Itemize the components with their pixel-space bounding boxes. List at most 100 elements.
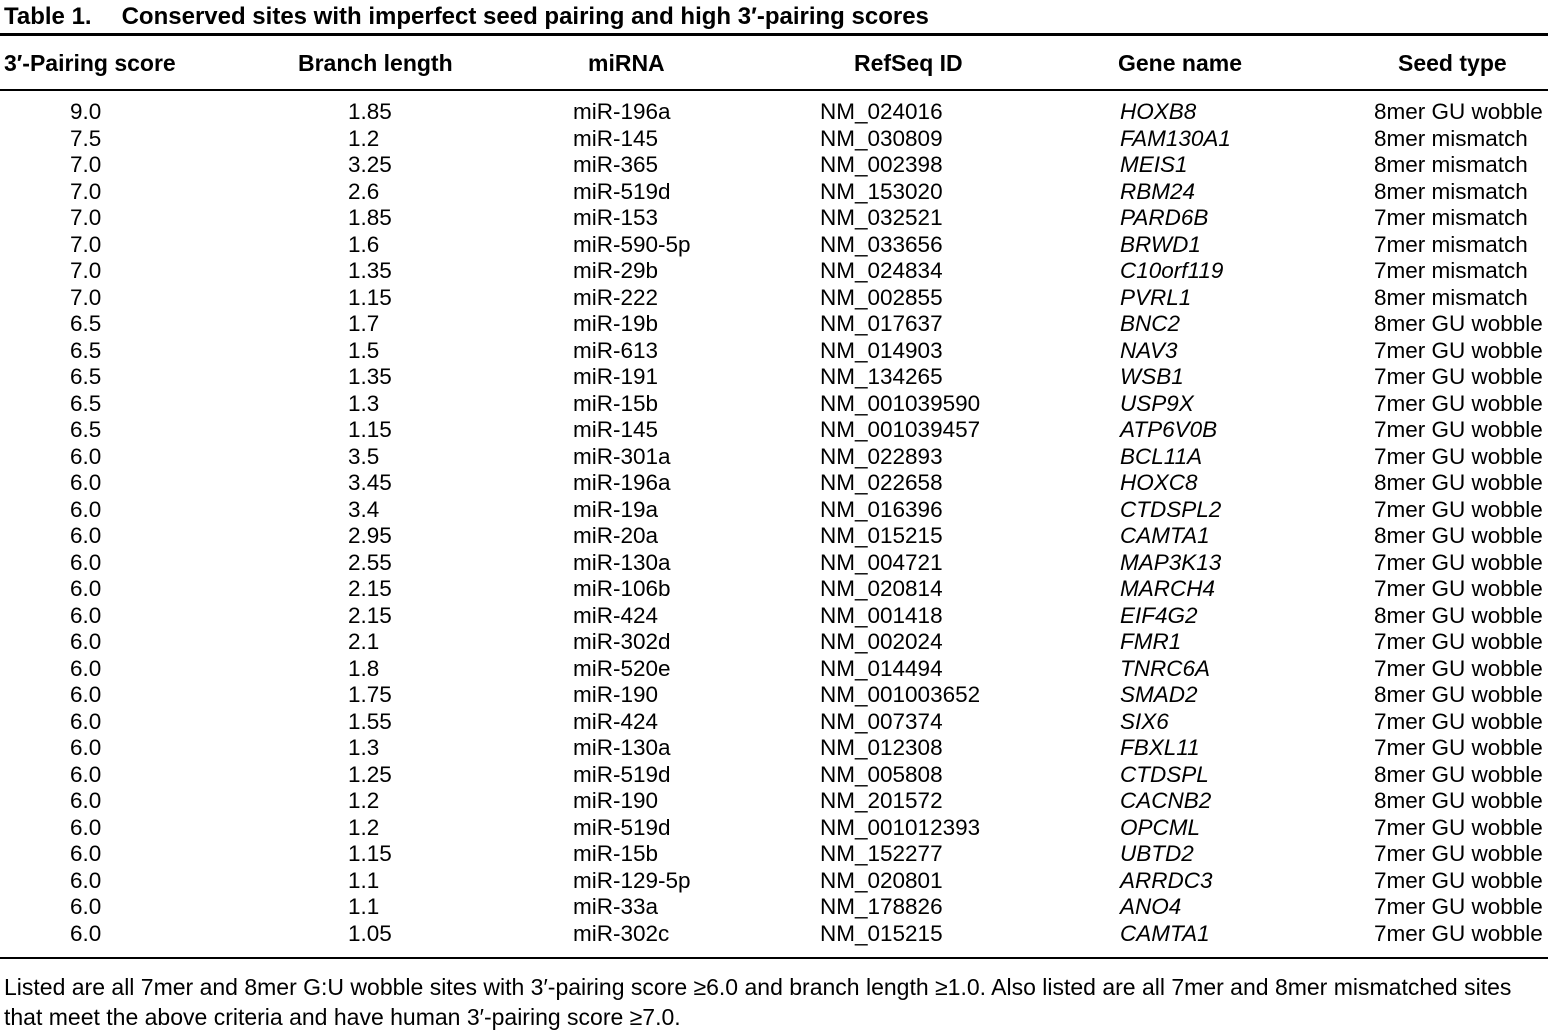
table-cell: NM_002398 — [820, 152, 943, 177]
header-row: 3′-Pairing score Branch length miRNA RefSeq… — [0, 34, 1548, 91]
table-cell: CTDSPL — [1120, 761, 1209, 787]
table-row: 6.0 1.25 miR-519d NM_005808 CTDSPL 8mer GU wo… — [0, 762, 1548, 789]
table-cell: 7mer GU wobble — [1374, 735, 1543, 760]
table-cell: 3.45 — [348, 470, 392, 495]
table-cell: 1.15 — [348, 417, 392, 442]
table-cell: miR-145 — [573, 125, 659, 151]
table-cell: 7mer GU wobble — [1374, 576, 1543, 601]
table-cell: 1.55 — [348, 708, 392, 734]
table-cell: 7mer GU wobble — [1374, 390, 1543, 416]
table-cell: miR-222 — [573, 284, 659, 310]
table-cell: miR-15b — [573, 841, 659, 866]
table-cell: 1.85 — [348, 99, 392, 124]
table-cell: 3.5 — [348, 443, 380, 469]
table-cell: 6.0 — [70, 894, 102, 919]
column-header: Gene name — [1080, 34, 1350, 91]
table-cell: miR-145 — [573, 417, 659, 442]
table-cell: miR-153 — [573, 205, 659, 230]
table-cell: miR-129-5p — [573, 867, 691, 893]
table-cell: 8mer GU wobble — [1374, 682, 1543, 707]
table-cell: 1.2 — [348, 814, 380, 840]
table-cell: 1.15 — [348, 284, 392, 310]
column-header: 3′-Pairing score — [0, 34, 290, 91]
table-cell: 7mer mismatch — [1374, 258, 1528, 283]
table-cell: ANO4 — [1120, 894, 1182, 919]
table-cell: miR-130a — [573, 735, 671, 760]
table-cell: FAM130A1 — [1120, 125, 1231, 151]
table-cell: NM_024016 — [820, 99, 943, 124]
table-cell: 6.0 — [70, 814, 102, 840]
table-cell: NM_022658 — [820, 470, 943, 495]
table-cell: 2.95 — [348, 523, 392, 548]
table-cell: 6.0 — [70, 867, 102, 893]
table-row: 6.0 1.8 miR-520e NM_014494 TNRC6A 7mer GU wob… — [0, 656, 1548, 683]
table-cell: NM_001039457 — [820, 417, 981, 442]
table-row: 6.0 2.15 miR-424 NM_001418 EIF4G2 8mer GU wob… — [0, 603, 1548, 630]
table-cell: 6.0 — [70, 788, 102, 813]
table-cell: 7mer GU wobble — [1374, 417, 1543, 442]
table-cell: 7.0 — [70, 205, 102, 230]
table-cell: WSB1 — [1120, 364, 1184, 389]
table-row: 7.5 1.2 miR-145 NM_030809 FAM130A1 8mer misma… — [0, 126, 1548, 153]
table-cell: miR-613 — [573, 337, 659, 363]
table-cell: NM_004721 — [820, 549, 943, 575]
table-row: 6.0 1.05 miR-302c NM_015215 CAMTA1 7mer GU wo… — [0, 921, 1548, 959]
table-cell: 8mer GU wobble — [1374, 602, 1543, 628]
table-cell: NM_030809 — [820, 125, 943, 151]
table-cell: 1.15 — [348, 841, 392, 866]
table-cell: BNC2 — [1120, 311, 1181, 336]
table-cell: 6.0 — [70, 576, 102, 601]
table-cell: miR-520e — [573, 655, 671, 681]
table-cell: 8mer GU wobble — [1374, 99, 1543, 124]
table-cell: 1.35 — [348, 364, 392, 389]
table-row: 6.5 1.15 miR-145 NM_001039457 ATP6V0B 7mer GU… — [0, 417, 1548, 444]
table-row: 6.5 1.35 miR-191 NM_134265 WSB1 7mer GU wobbl… — [0, 364, 1548, 391]
table-cell: 7mer GU wobble — [1374, 443, 1543, 469]
table-cell: BCL11A — [1120, 443, 1203, 469]
table-cell: 1.2 — [348, 788, 380, 813]
table-cell: miR-15b — [573, 390, 659, 416]
table-cell: miR-19b — [573, 311, 659, 336]
table-row: 6.0 2.1 miR-302d NM_002024 FMR1 7mer GU wobbl… — [0, 629, 1548, 656]
table-row: 6.0 1.3 miR-130a NM_012308 FBXL11 7mer GU wob… — [0, 735, 1548, 762]
table-cell: miR-33a — [573, 894, 659, 919]
table-cell: 6.0 — [70, 655, 102, 681]
table-cell: 7.5 — [70, 125, 102, 151]
table-cell: miR-302c — [573, 920, 670, 946]
table-cell: NM_002855 — [820, 284, 943, 310]
table-cell: NM_178826 — [820, 894, 943, 919]
table-row: 6.0 1.1 miR-129-5p NM_020801 ARRDC3 7mer GU w… — [0, 868, 1548, 895]
table-cell: 6.5 — [70, 417, 102, 442]
table-cell: NM_002024 — [820, 629, 943, 654]
table-cell: USP9X — [1120, 390, 1194, 416]
table-cell: 2.1 — [348, 629, 380, 654]
table-cell: 7mer GU wobble — [1374, 894, 1543, 919]
table-cell: 6.0 — [70, 629, 102, 654]
table-row: 6.0 1.2 miR-519d NM_001012393 OPCML 7mer GU w… — [0, 815, 1548, 842]
table-cell: miR-196a — [573, 470, 671, 495]
table-cell: 7mer GU wobble — [1374, 655, 1543, 681]
column-header: miRNA — [540, 34, 790, 91]
table-cell: NM_014903 — [820, 337, 943, 363]
table-number-label: Table 1. — [4, 3, 92, 30]
table-cell: 6.0 — [70, 682, 102, 707]
table-cell: NM_015215 — [820, 920, 943, 946]
table-cell: 7mer GU wobble — [1374, 629, 1543, 654]
table-cell: NM_201572 — [820, 788, 943, 813]
table-row: 6.0 3.4 miR-19a NM_016396 CTDSPL2 7mer GU wob… — [0, 497, 1548, 524]
table-title: Table 1. Conserved sites with imperfect s… — [0, 0, 1548, 33]
table-cell: 8mer GU wobble — [1374, 523, 1543, 548]
table-cell: 7.0 — [70, 178, 102, 204]
table-cell: 2.55 — [348, 549, 392, 575]
table-cell: 1.35 — [348, 258, 392, 283]
table-cell: miR-130a — [573, 549, 671, 575]
table-cell: C10orf119 — [1120, 258, 1224, 283]
table-cell: miR-424 — [573, 708, 659, 734]
table-row: 6.0 3.45 miR-196a NM_022658 HOXC8 8mer GU wob… — [0, 470, 1548, 497]
table-row: 7.0 3.25 miR-365 NM_002398 MEIS1 8mer mismatc… — [0, 152, 1548, 179]
table-cell: SMAD2 — [1120, 682, 1198, 707]
table-cell: 1.3 — [348, 390, 380, 416]
table-row: 7.0 1.15 miR-222 NM_002855 PVRL1 8mer mismatc… — [0, 285, 1548, 312]
table-cell: miR-190 — [573, 788, 659, 813]
table-cell: miR-519d — [573, 761, 671, 787]
